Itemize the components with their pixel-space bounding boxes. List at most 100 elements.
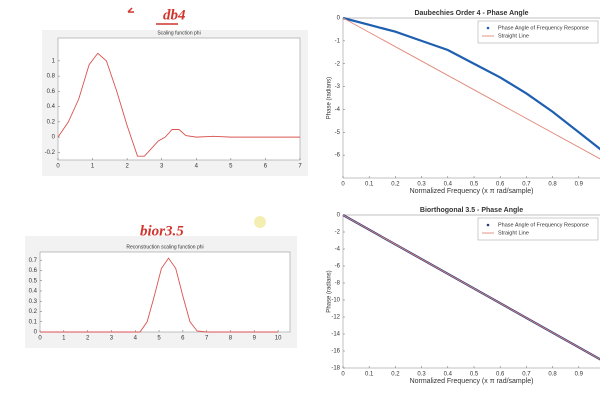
x-tick-label: 0.8 — [548, 372, 557, 378]
x-tick-label: 0.2 — [391, 372, 400, 378]
annotation: db4 — [163, 7, 186, 23]
y-tick-label: 0.5 — [29, 278, 38, 284]
y-tick-label: 0.8 — [47, 74, 56, 80]
x-axis-label: Normalized Frequency (x π rad/sample) — [410, 188, 534, 195]
x-tick-label: 6 — [181, 336, 185, 342]
plot-area — [39, 251, 291, 333]
y-tick-label: -6 — [335, 153, 341, 159]
y-tick-label: -14 — [331, 332, 340, 338]
data-line — [342, 214, 600, 360]
y-tick-label: 0.6 — [47, 89, 56, 95]
y-tick-label: -0.2 — [45, 150, 56, 156]
y-tick-label: 0.4 — [29, 289, 38, 295]
x-tick-label: 0.5 — [470, 182, 479, 188]
y-tick-label: -4 — [335, 107, 341, 113]
y-tick-label: -2 — [335, 230, 341, 236]
x-tick-label: 0.6 — [496, 182, 505, 188]
x-tick-label: 0 — [341, 372, 345, 378]
y-tick-label: -8 — [335, 281, 341, 287]
underline — [127, 7, 178, 25]
x-tick-label: 0.6 — [496, 372, 505, 378]
y-tick-label: 0.2 — [29, 309, 38, 315]
y-tick-label: -5 — [335, 130, 341, 136]
chart-title: Daubechies Order 4 - Phase Angle — [414, 10, 528, 17]
x-tick-label: 7 — [298, 164, 302, 170]
chart-title: Scaling function phi — [157, 30, 200, 36]
y-tick-label: 0 — [337, 16, 341, 22]
x-tick-label: 2 — [125, 164, 129, 170]
legend-marker — [486, 26, 490, 30]
data-line — [342, 16, 600, 151]
x-tick-label: 0.9 — [575, 182, 584, 188]
y-tick-label: 0.6 — [29, 268, 38, 274]
x-tick-label: 6 — [264, 164, 268, 170]
x-tick-label: 5 — [157, 336, 161, 342]
y-tick-label: -10 — [331, 298, 340, 304]
y-tick-label: -1 — [335, 38, 341, 44]
x-tick-label: 0 — [341, 182, 345, 188]
legend-label: Phase Angle of Frequency Response — [498, 25, 589, 31]
x-tick-label: 8 — [229, 336, 233, 342]
y-tick-label: -16 — [331, 349, 340, 355]
x-tick-label: 1 — [62, 336, 66, 342]
y-axis-label: Phase (radians) — [327, 270, 333, 312]
data-line — [57, 52, 300, 157]
x-tick-label: 2 — [86, 336, 90, 342]
x-tick-label: 0.2 — [391, 182, 400, 188]
plot-area — [342, 17, 600, 179]
annotation: bior3.5 — [140, 223, 184, 239]
x-tick-label: 4 — [195, 164, 199, 170]
x-tick-label: 0.9 — [575, 372, 584, 378]
legend-box — [477, 20, 599, 44]
legend-label: Phase Angle of Frequency Response — [498, 222, 589, 228]
y-tick-label: 0 — [34, 330, 38, 336]
y-tick-label: 0 — [337, 213, 341, 219]
x-tick-label: 7 — [205, 336, 209, 342]
y-tick-label: 0.2 — [47, 119, 56, 125]
plot-area — [342, 214, 600, 369]
x-tick-label: 9 — [253, 336, 257, 342]
y-tick-label: 0.4 — [47, 104, 56, 110]
legend-label: Straight Line — [498, 33, 529, 39]
y-tick-label: 0.1 — [29, 319, 38, 325]
x-tick-label: 10 — [275, 336, 282, 342]
y-tick-label: 0.3 — [29, 299, 38, 305]
data-line — [40, 257, 279, 333]
x-tick-label: 0 — [56, 164, 60, 170]
x-tick-label: 3 — [110, 336, 114, 342]
y-tick-label: -2 — [335, 61, 341, 67]
chart-title: Biorthogonal 3.5 - Phase Angle — [420, 207, 523, 214]
y-tick-label: -18 — [331, 366, 340, 372]
x-tick-label: 0.3 — [417, 182, 426, 188]
x-tick-label: 0.7 — [522, 182, 531, 188]
x-tick-label: 0.3 — [417, 372, 426, 378]
y-tick-label: 0 — [52, 135, 56, 141]
x-tick-label: 0.1 — [365, 182, 374, 188]
x-tick-label: 0.8 — [548, 182, 557, 188]
x-axis-label: Normalized Frequency (x π rad/sample) — [410, 378, 534, 385]
y-tick-label: -4 — [335, 247, 341, 253]
x-tick-label: 0.4 — [444, 372, 453, 378]
chart-title: Reconstruction scaling function phi — [126, 244, 203, 250]
y-tick-label: 1 — [52, 58, 56, 64]
y-tick-label: -12 — [331, 315, 340, 321]
data-line — [342, 17, 600, 160]
x-tick-label: 3 — [160, 164, 164, 170]
cursor — [254, 216, 266, 228]
y-tick-label: -3 — [335, 84, 341, 90]
y-tick-label: -6 — [335, 264, 341, 270]
x-tick-label: 0.5 — [470, 372, 479, 378]
x-tick-label: 5 — [229, 164, 233, 170]
plot-area — [57, 37, 301, 161]
x-tick-label: 1 — [91, 164, 95, 170]
x-tick-label: 0.7 — [522, 372, 531, 378]
legend-label: Straight Line — [498, 230, 529, 236]
legend-marker — [486, 223, 490, 227]
x-tick-label: 0 — [38, 336, 42, 342]
legend-box — [477, 217, 599, 241]
x-tick-label: 0.4 — [444, 182, 453, 188]
y-tick-label: 0.7 — [29, 258, 38, 264]
x-tick-label: 0.1 — [365, 372, 374, 378]
x-tick-label: 4 — [134, 336, 138, 342]
